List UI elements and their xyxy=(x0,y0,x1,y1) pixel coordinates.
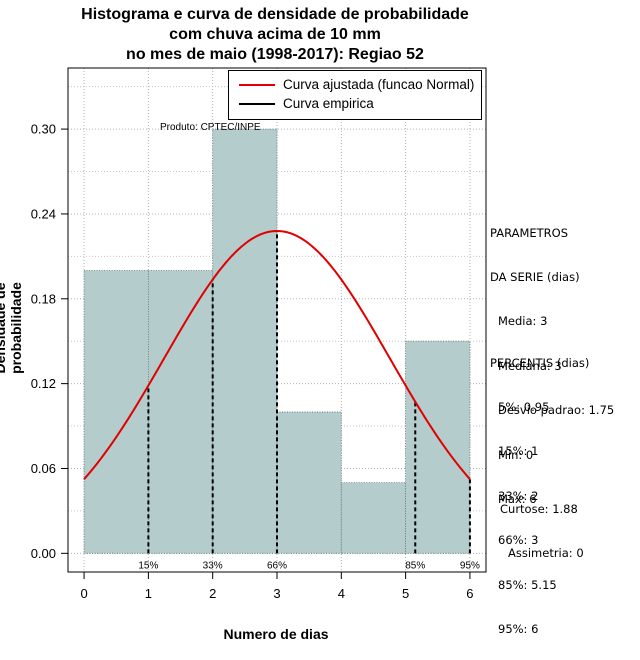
percentil-95: 95%: 6 xyxy=(498,621,539,636)
legend-swatch-empirical xyxy=(239,103,275,106)
percentile-label-2: 66% xyxy=(267,560,287,571)
normal-curve xyxy=(83,229,471,480)
bar-3 xyxy=(276,411,342,554)
params-header-1: PARAMETROS xyxy=(490,225,569,240)
bar-0 xyxy=(83,270,149,554)
percentis-panel: PERCENTIS (dias) 5%: 0.95 15%: 1 33%: 2 … xyxy=(490,326,589,652)
x-tick-label-0: 0 xyxy=(80,586,87,601)
y-tick-label-1: 0.06 xyxy=(31,461,56,476)
params-panel: PARAMETROS DA SERIE (dias) Media: 3 Medi… xyxy=(490,196,614,522)
percentile-lines: 15% 33% 66% 85% 95% xyxy=(138,230,480,571)
bar-5 xyxy=(405,340,471,554)
y-tick-label-0: 0.00 xyxy=(31,546,56,561)
legend-entry-empirical: Curva empirica xyxy=(239,96,374,111)
percentil-15: 15%: 1 xyxy=(498,444,539,459)
x-tick-label-6: 6 xyxy=(466,586,473,601)
y-tick-label-4: 0.24 xyxy=(31,206,56,221)
percentile-label-1: 33% xyxy=(203,560,223,571)
y-axis-label: Densidade de probabilidade xyxy=(0,282,24,374)
assimetria: Assimetria: 0 xyxy=(508,545,584,560)
y-tick-label-5: 0.30 xyxy=(31,122,56,137)
params-header-2: DA SERIE (dias) xyxy=(490,269,580,284)
legend-label-normal: Curva ajustada (funcao Normal) xyxy=(283,77,475,92)
param-min: Min: 0 xyxy=(498,447,534,462)
x-tick-label-1: 1 xyxy=(145,586,152,601)
curtose: Curtose: 1.88 xyxy=(500,501,578,516)
legend-swatch-normal xyxy=(239,84,275,87)
percentile-label-0: 15% xyxy=(138,560,158,571)
x-tick-label-3: 3 xyxy=(273,586,280,601)
param-media: Media: 3 xyxy=(498,314,548,329)
chart-title-line-3: no mes de maio (1998-2017): Regiao 52 xyxy=(126,46,424,63)
bar-2 xyxy=(212,128,278,554)
legend-entry-normal: Curva ajustada (funcao Normal) xyxy=(239,77,474,92)
percentil-66: 66%: 3 xyxy=(498,533,539,548)
x-tick-label-5: 5 xyxy=(402,586,409,601)
percentile-label-3: 85% xyxy=(405,560,425,571)
bar-4 xyxy=(340,482,407,554)
percentile-label-4: 95% xyxy=(460,560,480,571)
y-tick-label-3: 0.18 xyxy=(31,291,56,306)
x-tick-label-4: 4 xyxy=(338,586,345,601)
bar-1 xyxy=(147,270,214,554)
legend: Curva ajustada (funcao Normal) Curva emp… xyxy=(228,70,482,120)
product-credit: Produto: CPTEC/INPE xyxy=(160,122,261,133)
param-mediana: Mediana: 3 xyxy=(498,358,562,373)
y-tick-label-2: 0.12 xyxy=(31,376,56,391)
param-max: Max: 6 xyxy=(498,491,537,506)
chart-title-line-1: Histograma e curva de densidade de proba… xyxy=(81,6,469,23)
percentil-85: 85%: 5.15 xyxy=(498,577,557,592)
shape-panel: Curtose: 1.88 Assimetria: 0 xyxy=(500,472,584,576)
normal-curve-line xyxy=(83,229,471,480)
chart-title-line-2: com chuva acima de 10 mm xyxy=(169,26,381,43)
histogram-bars xyxy=(83,128,471,554)
percentis-header: PERCENTIS (dias) xyxy=(490,355,590,370)
x-axis-label: Numero de dias xyxy=(223,626,329,642)
axes: 0 1 2 3 4 5 6 0.00 0.06 0.12 0.18 0.24 0.30 xyxy=(31,67,487,601)
x-tick-label-2: 2 xyxy=(209,586,216,601)
percentil-5: 5%: 0.95 xyxy=(498,399,550,414)
percentil-33: 33%: 2 xyxy=(498,488,539,503)
legend-label-empirical: Curva empirica xyxy=(283,96,374,111)
param-desvio: Desvio padrao: 1.75 xyxy=(498,403,615,418)
